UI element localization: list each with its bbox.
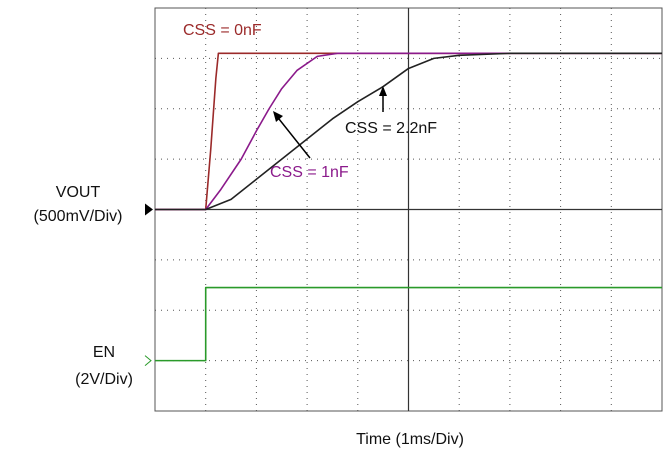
series-label: CSS = 1nF (270, 164, 349, 181)
y-scale-label: (500mV/Div) (34, 208, 123, 225)
arrow-head (379, 86, 387, 96)
series-label: CSS = 2.2nF (345, 120, 437, 137)
series-line (155, 52, 662, 211)
series-line (155, 52, 662, 211)
arrow (278, 118, 311, 159)
plot (144, 7, 663, 412)
series-line (155, 286, 662, 362)
y-label: VOUT (56, 184, 101, 201)
annotation-arrows (273, 86, 387, 159)
channel-marker (145, 203, 153, 216)
y2-scale-label: (2V/Div) (75, 371, 133, 388)
channel-marker (144, 355, 152, 367)
x-label: Time (1ms/Div) (356, 431, 464, 448)
series-label: CSS = 0nF (183, 22, 262, 39)
y2-label: EN (93, 344, 115, 361)
arrow-head (273, 111, 283, 122)
